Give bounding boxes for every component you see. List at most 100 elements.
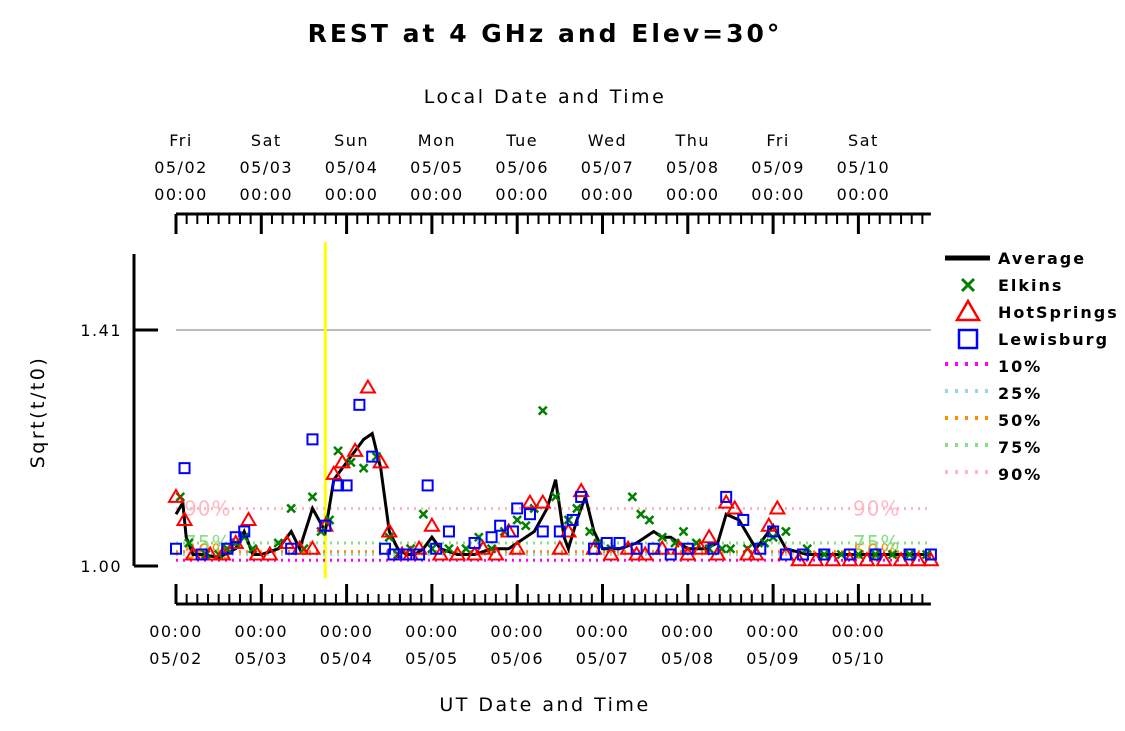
lewisburg-point bbox=[707, 542, 720, 555]
top-tick-date: 05/06 bbox=[495, 158, 549, 177]
lewisburg-point bbox=[720, 490, 733, 503]
top-tick-date: 05/04 bbox=[325, 158, 379, 177]
bottom-tick-time: 00:00 bbox=[234, 622, 288, 641]
hotsprings-point bbox=[423, 516, 441, 532]
lewisburg-point bbox=[575, 490, 588, 503]
lewisburg-point bbox=[647, 542, 660, 555]
elkins-point bbox=[572, 503, 582, 514]
bottom-tick-time: 00:00 bbox=[576, 622, 630, 641]
bottom-tick-date: 05/05 bbox=[405, 649, 459, 668]
hotsprings-point bbox=[448, 545, 467, 561]
lewisburg-point bbox=[170, 542, 182, 555]
percentile-label-90pct-right: 90% bbox=[853, 496, 900, 520]
legend-label: HotSprings bbox=[998, 303, 1119, 322]
lewisburg-point bbox=[353, 398, 366, 411]
series-layer bbox=[167, 378, 940, 567]
percentile-label-90pct-left: 90% bbox=[184, 496, 231, 520]
lewisburg-point bbox=[485, 531, 498, 544]
lewisburg-point bbox=[767, 525, 780, 538]
elkins-point bbox=[418, 509, 429, 520]
elkins-point bbox=[678, 526, 689, 537]
top-tick-time: 00:00 bbox=[410, 185, 464, 204]
elkins-point bbox=[627, 492, 638, 502]
elkins-point bbox=[584, 526, 595, 537]
hotsprings-point bbox=[508, 539, 526, 555]
top-tick-time: 00:00 bbox=[154, 185, 208, 204]
legend-item: Average bbox=[945, 249, 1086, 268]
hotsprings-point bbox=[725, 499, 744, 515]
top-tick-date: 05/09 bbox=[751, 158, 805, 177]
legend-item: HotSprings bbox=[954, 298, 1119, 322]
lewisburg-point bbox=[494, 519, 507, 532]
elkins-point bbox=[520, 520, 531, 531]
lewisburg-point bbox=[796, 548, 809, 561]
top-tick-day: Sat bbox=[848, 131, 879, 150]
lewisburg-point bbox=[332, 479, 345, 492]
top-tick-time: 00:00 bbox=[837, 185, 891, 204]
elkins-point bbox=[725, 543, 736, 554]
lewisburg-point bbox=[924, 548, 937, 561]
hotsprings-point bbox=[333, 453, 352, 469]
lewisburg-point bbox=[523, 508, 536, 521]
lewisburg-point bbox=[587, 542, 600, 555]
legend-swatch-triangle bbox=[954, 298, 982, 322]
lewisburg-point bbox=[681, 542, 694, 555]
bottom-tick-date: 05/09 bbox=[746, 649, 800, 668]
legend-swatch-square bbox=[957, 328, 979, 350]
legend-item: 25% bbox=[945, 384, 1040, 403]
chart-title: REST at 4 GHz and Elev=30° bbox=[308, 19, 783, 48]
bottom-tick-date: 05/04 bbox=[320, 649, 374, 668]
axes-layer: 1.41 1.00 Fri 05/02 00:00 Sat 05/03 00:00 Sun 05/… bbox=[80, 131, 931, 668]
top-tick-time: 00:00 bbox=[581, 185, 635, 204]
lewisburg-point bbox=[737, 513, 750, 526]
elkins-point bbox=[183, 538, 194, 548]
lewisburg-point bbox=[306, 433, 319, 446]
lewisburg-point bbox=[285, 542, 298, 555]
percentile-layer: 50%50%75%75%90%90% bbox=[176, 496, 931, 564]
top-tick-date: 05/02 bbox=[154, 158, 208, 177]
top-tick-time: 00:00 bbox=[666, 185, 720, 204]
hotsprings-point bbox=[738, 545, 757, 561]
elkins-point bbox=[550, 492, 561, 502]
lewisburg-point bbox=[421, 479, 434, 492]
hotsprings-point bbox=[487, 545, 505, 561]
bottom-tick-time: 00:00 bbox=[661, 622, 715, 641]
bottom-tick-time: 00:00 bbox=[832, 622, 886, 641]
top-tick-date: 05/03 bbox=[239, 158, 293, 177]
legend-item: 90% bbox=[945, 465, 1040, 484]
hotsprings-point bbox=[303, 539, 322, 555]
lewisburg-point bbox=[178, 462, 191, 475]
bottom-tick-date: 05/02 bbox=[149, 649, 203, 668]
bottom-tick-time: 00:00 bbox=[746, 622, 800, 641]
top-tick-day: Fri bbox=[766, 131, 790, 150]
bottom-tick-date: 05/06 bbox=[490, 649, 544, 668]
lewisburg-point bbox=[600, 536, 613, 549]
hotsprings-point bbox=[534, 493, 552, 509]
top-tick-day: Mon bbox=[418, 131, 456, 150]
hotsprings-point bbox=[359, 378, 377, 394]
top-tick-day: Fri bbox=[169, 131, 193, 150]
top-tick-day: Thu bbox=[675, 131, 711, 150]
top-tick-date: 05/07 bbox=[581, 158, 635, 177]
lewisburg-point bbox=[664, 548, 677, 561]
y-tick-label: 1.41 bbox=[80, 321, 122, 340]
hotsprings-point bbox=[346, 441, 364, 457]
series-lewisburg bbox=[170, 398, 937, 561]
lewisburg-point bbox=[221, 542, 234, 555]
series-line-average bbox=[174, 431, 931, 559]
top-tick-time: 00:00 bbox=[239, 185, 293, 204]
hotsprings-point bbox=[691, 539, 710, 555]
hotsprings-point bbox=[380, 522, 398, 538]
elkins-point bbox=[904, 549, 915, 560]
lewisburg-point bbox=[536, 525, 549, 538]
legend-label: Average bbox=[998, 249, 1086, 268]
lewisburg-point bbox=[238, 525, 251, 538]
x-axis-title: UT Date and Time bbox=[439, 694, 650, 716]
hotsprings-point bbox=[410, 539, 428, 555]
top-tick-day: Sat bbox=[251, 131, 282, 150]
top-tick-time: 00:00 bbox=[325, 185, 379, 204]
y-axis-title: Sqrt(t/t0) bbox=[27, 356, 49, 469]
y-tick-label: 1.00 bbox=[80, 557, 122, 576]
legend-label: Lewisburg bbox=[998, 330, 1109, 349]
series-hotsprings bbox=[167, 378, 940, 567]
